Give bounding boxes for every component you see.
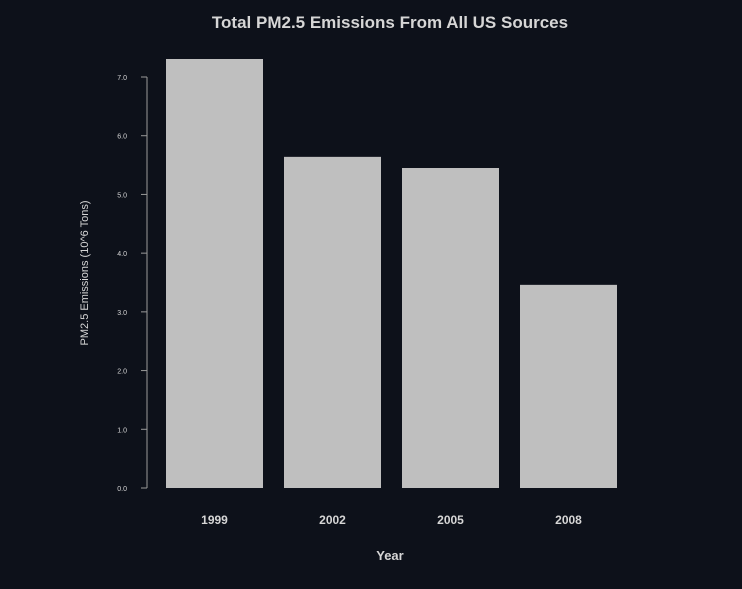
y-tick-label: 1.0 [117,427,127,434]
y-tick-label: 3.0 [117,310,127,317]
bars-group [166,59,617,488]
bar-2002 [284,156,381,488]
chart-title: Total PM2.5 Emissions From All US Source… [212,13,568,32]
y-tick-label: 4.0 [117,251,127,258]
x-tick-label: 1999 [201,513,228,527]
y-axis: 0.0 1.0 2.0 3.0 4.0 5.0 6.0 7.0 [117,75,148,493]
x-tick-label: 2005 [437,513,464,527]
x-tick-label: 2002 [319,513,346,527]
x-tick-label: 2008 [555,513,582,527]
y-tick-label: 0.0 [117,486,127,493]
bar-2005 [402,168,499,488]
y-tick-label: 7.0 [117,75,127,82]
y-tick-label: 2.0 [117,369,127,376]
x-axis-label: Year [376,548,403,563]
bar-2008 [520,284,617,488]
x-axis-tick-labels: 1999 2002 2005 2008 [201,513,582,527]
y-axis-label: PM2.5 Emissions (10^6 Tons) [79,201,91,346]
bar-1999 [166,59,263,488]
y-tick-label: 6.0 [117,134,127,141]
y-tick-label: 5.0 [117,192,127,199]
